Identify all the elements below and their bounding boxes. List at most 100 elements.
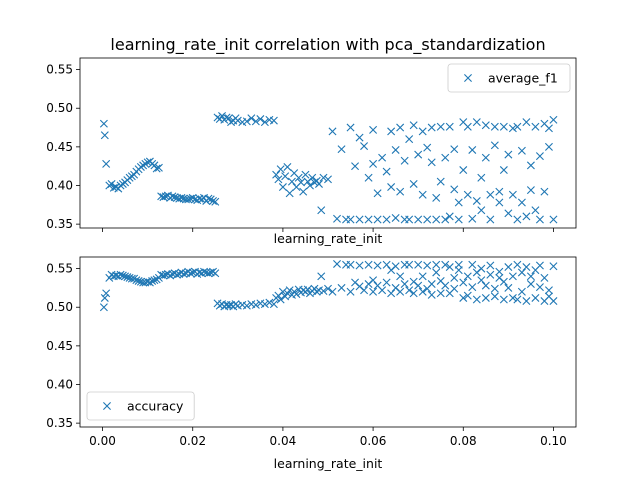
data-point	[391, 145, 400, 154]
data-point	[522, 212, 531, 221]
data-point	[369, 276, 378, 285]
data-point	[355, 133, 364, 142]
data-point	[134, 276, 143, 285]
data-point	[490, 122, 499, 131]
data-point	[499, 295, 508, 304]
data-point	[269, 300, 278, 309]
top-axes: 0.35 0.40 0.45 0.50 0.55 average_f1	[46, 57, 577, 232]
data-point	[364, 215, 373, 224]
data-point	[504, 150, 513, 159]
data-point	[396, 287, 405, 296]
data-point	[472, 118, 481, 127]
data-point	[324, 175, 332, 184]
data-point	[432, 268, 441, 277]
axes-frame	[79, 256, 577, 428]
data-point	[278, 183, 287, 192]
data-point	[233, 116, 242, 125]
data-point	[186, 269, 195, 278]
data-point	[382, 260, 391, 269]
data-point	[468, 145, 477, 154]
data-point	[132, 276, 141, 285]
y-tick-label: 0.55	[46, 262, 73, 276]
data-point	[522, 263, 531, 272]
data-point	[441, 281, 450, 290]
data-point	[405, 135, 414, 144]
data-point	[107, 179, 116, 188]
data-point	[436, 122, 445, 131]
data-point	[373, 215, 382, 224]
data-point	[441, 215, 450, 224]
data-point	[526, 186, 535, 195]
data-point	[204, 269, 213, 278]
data-point	[121, 272, 130, 281]
data-point	[154, 163, 163, 172]
data-point	[427, 123, 436, 132]
data-point	[285, 189, 294, 198]
data-point	[285, 286, 294, 295]
data-point	[508, 272, 517, 281]
data-point	[427, 290, 436, 299]
data-point	[517, 198, 526, 207]
data-point	[486, 270, 495, 279]
data-point	[276, 165, 285, 174]
data-point	[378, 286, 387, 295]
data-point	[369, 287, 378, 296]
data-point	[472, 295, 481, 304]
data-point	[535, 152, 544, 161]
data-point	[314, 179, 323, 188]
data-point	[486, 190, 495, 199]
chart-title: learning_rate_init correlation with pca_…	[110, 35, 545, 55]
data-point	[504, 209, 513, 218]
data-point	[513, 260, 522, 269]
data-point	[508, 190, 517, 199]
data-point	[303, 285, 312, 294]
data-point	[301, 170, 310, 179]
data-point	[423, 215, 432, 224]
data-point	[317, 206, 326, 215]
data-point	[535, 283, 544, 292]
data-point	[517, 146, 526, 155]
data-point	[242, 117, 251, 126]
data-point	[251, 117, 260, 126]
data-point	[513, 215, 522, 224]
data-point	[481, 281, 490, 290]
data-point	[432, 260, 441, 269]
data-point	[292, 290, 301, 299]
data-point	[517, 268, 526, 277]
data-point	[459, 293, 468, 302]
data-point	[418, 190, 427, 199]
data-point	[168, 192, 177, 201]
data-point	[256, 115, 265, 124]
data-point	[337, 145, 346, 154]
data-point	[242, 301, 251, 310]
data-point	[346, 287, 355, 296]
data-point	[490, 141, 499, 150]
x-tick-label: 0.02	[179, 434, 206, 448]
data-point	[540, 187, 549, 196]
legend-box	[447, 63, 571, 93]
data-point	[333, 259, 342, 268]
data-point	[319, 173, 328, 182]
data-point	[414, 215, 423, 224]
data-point	[360, 286, 369, 295]
data-point	[499, 277, 508, 286]
data-point	[118, 271, 127, 280]
data-point	[454, 215, 463, 224]
data-point	[299, 187, 308, 196]
data-point	[123, 273, 132, 282]
data-point	[414, 150, 423, 159]
x-tick-label: 0.04	[270, 434, 297, 448]
data-point	[454, 260, 463, 269]
x-tick-label: 0.06	[360, 434, 387, 448]
data-point	[427, 158, 436, 167]
x-tick-label: 0.08	[450, 434, 477, 448]
data-point	[328, 287, 337, 296]
data-point	[432, 215, 441, 224]
data-point	[364, 260, 373, 269]
data-point	[317, 272, 326, 281]
y-tick-label: 0.50	[46, 300, 73, 314]
data-point	[477, 173, 486, 182]
data-point	[102, 289, 111, 298]
legend-marker	[464, 74, 472, 82]
data-point	[540, 273, 549, 282]
